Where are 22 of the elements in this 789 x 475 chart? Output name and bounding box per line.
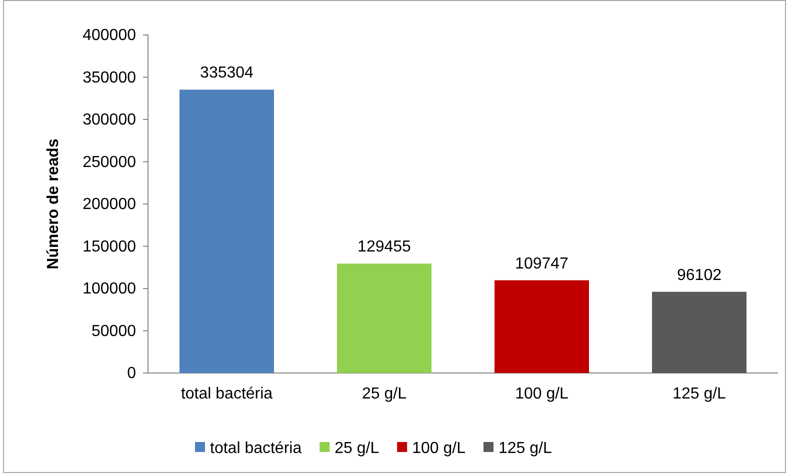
legend-label: 25 g/L xyxy=(334,440,380,457)
x-tick-label: total bactéria xyxy=(180,385,273,402)
y-tick-label: 150000 xyxy=(82,238,136,256)
data-label: 129455 xyxy=(358,238,412,256)
legend-label: 100 g/L xyxy=(412,440,466,457)
y-tick-label: 50000 xyxy=(92,322,136,340)
y-tick-label: 100000 xyxy=(82,280,136,298)
data-label: 96102 xyxy=(677,266,722,284)
legend-label: total bactéria xyxy=(210,440,302,457)
x-tick-label: 100 g/L xyxy=(515,385,569,402)
y-tick-label: 400000 xyxy=(82,27,136,44)
y-tick-label: 300000 xyxy=(82,112,136,129)
y-tick-label: 200000 xyxy=(82,196,136,214)
data-label: 109747 xyxy=(515,255,569,272)
y-tick-label: 250000 xyxy=(82,154,136,171)
y-axis-title: Número de reads xyxy=(45,138,62,270)
legend-label: 125 g/L xyxy=(498,440,552,457)
data-label: 335304 xyxy=(200,64,254,82)
y-tick-label: 0 xyxy=(127,365,136,382)
x-tick-label: 25 g/L xyxy=(362,385,407,402)
x-tick-label: 125 g/L xyxy=(672,385,726,402)
y-tick-label: 350000 xyxy=(82,69,136,86)
